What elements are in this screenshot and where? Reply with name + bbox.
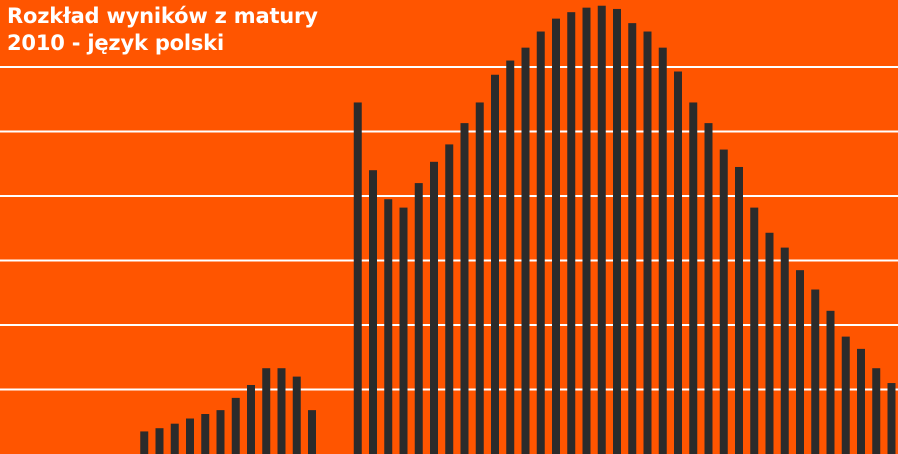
bar-score-45 bbox=[750, 207, 759, 454]
bar-score-32 bbox=[552, 18, 560, 454]
bar-score-24 bbox=[430, 161, 438, 454]
bar-score-41 bbox=[689, 102, 698, 454]
bar-score-40 bbox=[674, 71, 682, 454]
bar-score-39 bbox=[658, 47, 667, 454]
bar-score-23 bbox=[414, 183, 423, 454]
bar-score-14 bbox=[277, 368, 286, 454]
bars bbox=[140, 5, 896, 454]
bar-score-25 bbox=[445, 144, 454, 454]
bar-score-12 bbox=[247, 384, 255, 454]
bar-score-11 bbox=[231, 397, 240, 454]
bar-score-10 bbox=[216, 410, 225, 454]
bar-score-9 bbox=[201, 414, 210, 454]
chart-title-line-2: 2010 - język polski bbox=[7, 31, 224, 55]
bar-score-8 bbox=[186, 418, 194, 454]
bar-score-36 bbox=[613, 8, 621, 454]
bar-score-37 bbox=[628, 23, 637, 454]
bar-score-7 bbox=[170, 423, 179, 454]
bar-score-6 bbox=[155, 428, 164, 454]
bar-score-27 bbox=[475, 102, 484, 454]
bar-score-44 bbox=[735, 166, 743, 454]
bar-score-46 bbox=[765, 232, 774, 454]
bar-score-13 bbox=[262, 368, 271, 454]
bar-score-15 bbox=[292, 376, 301, 454]
bar-score-38 bbox=[643, 31, 652, 454]
bar-score-21 bbox=[384, 199, 393, 454]
bar-score-28 bbox=[491, 74, 499, 454]
bar-score-42 bbox=[704, 123, 713, 454]
bar-score-34 bbox=[582, 7, 591, 454]
bar-score-43 bbox=[719, 149, 728, 454]
bar-score-29 bbox=[506, 60, 515, 454]
chart-title-line-1: Rozkład wyników z matury bbox=[7, 4, 318, 28]
bar-score-5 bbox=[140, 431, 149, 454]
bar-score-52 bbox=[857, 348, 865, 454]
bar-score-22 bbox=[399, 207, 408, 454]
bar-score-20 bbox=[369, 170, 377, 454]
bar-score-16 bbox=[308, 410, 316, 454]
bar-score-31 bbox=[536, 31, 545, 454]
bar-score-26 bbox=[460, 123, 469, 454]
bar-score-19 bbox=[353, 102, 362, 454]
bar-score-35 bbox=[597, 5, 606, 454]
chart-title: Rozkład wyników z matury 2010 - język po… bbox=[7, 3, 318, 57]
bar-score-54 bbox=[887, 383, 896, 454]
bar-score-47 bbox=[780, 247, 789, 454]
bar-score-30 bbox=[521, 47, 530, 454]
bar-score-53 bbox=[872, 368, 881, 454]
bar-score-49 bbox=[811, 289, 820, 454]
bar-score-48 bbox=[796, 270, 804, 454]
bar-score-33 bbox=[567, 12, 576, 454]
bar-score-51 bbox=[841, 336, 850, 454]
bar-score-50 bbox=[826, 310, 835, 454]
